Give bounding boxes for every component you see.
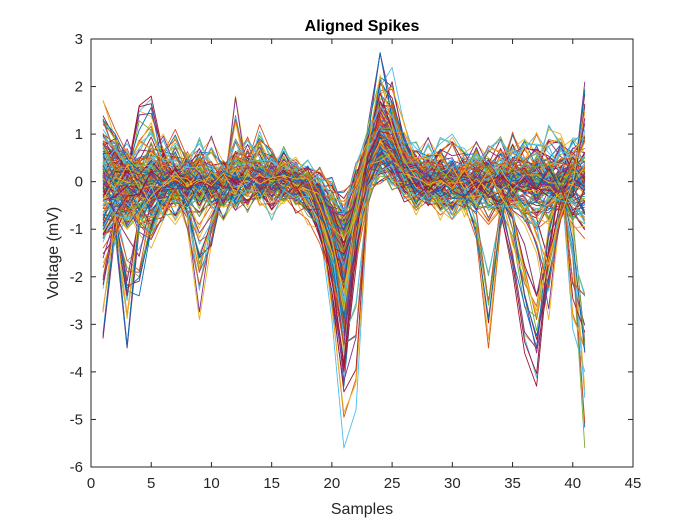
y-tick-labels: -6 -5 -4 -3 -2 -1 0 1 2 3 (70, 31, 83, 476)
spike-trace (102, 116, 586, 303)
x-axis-title: Samples (331, 501, 393, 518)
x-tick-labels: 0 5 10 15 20 25 30 35 40 45 (87, 475, 642, 492)
y-tick-label: -1 (70, 221, 83, 238)
x-tick-label: 10 (203, 475, 220, 492)
ticks-group (90, 38, 634, 468)
y-tick-label: 1 (75, 126, 83, 143)
spike-trace (102, 153, 586, 239)
spike-trace (102, 138, 586, 312)
spike-trace (102, 74, 586, 320)
spike-trace (102, 119, 585, 308)
chart-title: Aligned Spikes (305, 18, 420, 35)
spike-trace (102, 148, 586, 231)
y-tick-label: -2 (70, 269, 83, 286)
y-tick-label: -3 (70, 316, 83, 333)
y-tick-label: 2 (75, 79, 83, 96)
y-tick-label: -6 (70, 459, 83, 476)
spike-trace (102, 160, 586, 217)
x-tick-label: 30 (444, 475, 461, 492)
spike-trace (102, 125, 585, 211)
spike-trace (102, 105, 586, 207)
spike-trace (102, 142, 586, 238)
spike-trace (102, 118, 586, 330)
x-tick-label: 0 (87, 475, 95, 492)
y-tick-label: -5 (70, 411, 83, 428)
x-tick-label: 5 (147, 475, 155, 492)
spike-trace (102, 127, 586, 250)
x-tick-label: 45 (625, 475, 642, 492)
x-tick-label: 15 (263, 475, 280, 492)
y-axis-title: Voltage (mV) (45, 207, 62, 299)
x-tick-label: 25 (384, 475, 401, 492)
x-tick-label: 20 (324, 475, 341, 492)
spike-trace (102, 119, 586, 235)
spike-trace (102, 135, 586, 194)
traces-group (102, 52, 586, 449)
y-tick-label: 3 (75, 31, 83, 48)
spike-trace (102, 79, 586, 319)
x-tick-label: 40 (564, 475, 581, 492)
spike-trace (102, 123, 586, 275)
y-tick-label: 0 (75, 174, 83, 191)
x-tick-label: 35 (504, 475, 521, 492)
spike-trace (102, 130, 586, 365)
y-tick-label: -4 (70, 364, 83, 381)
